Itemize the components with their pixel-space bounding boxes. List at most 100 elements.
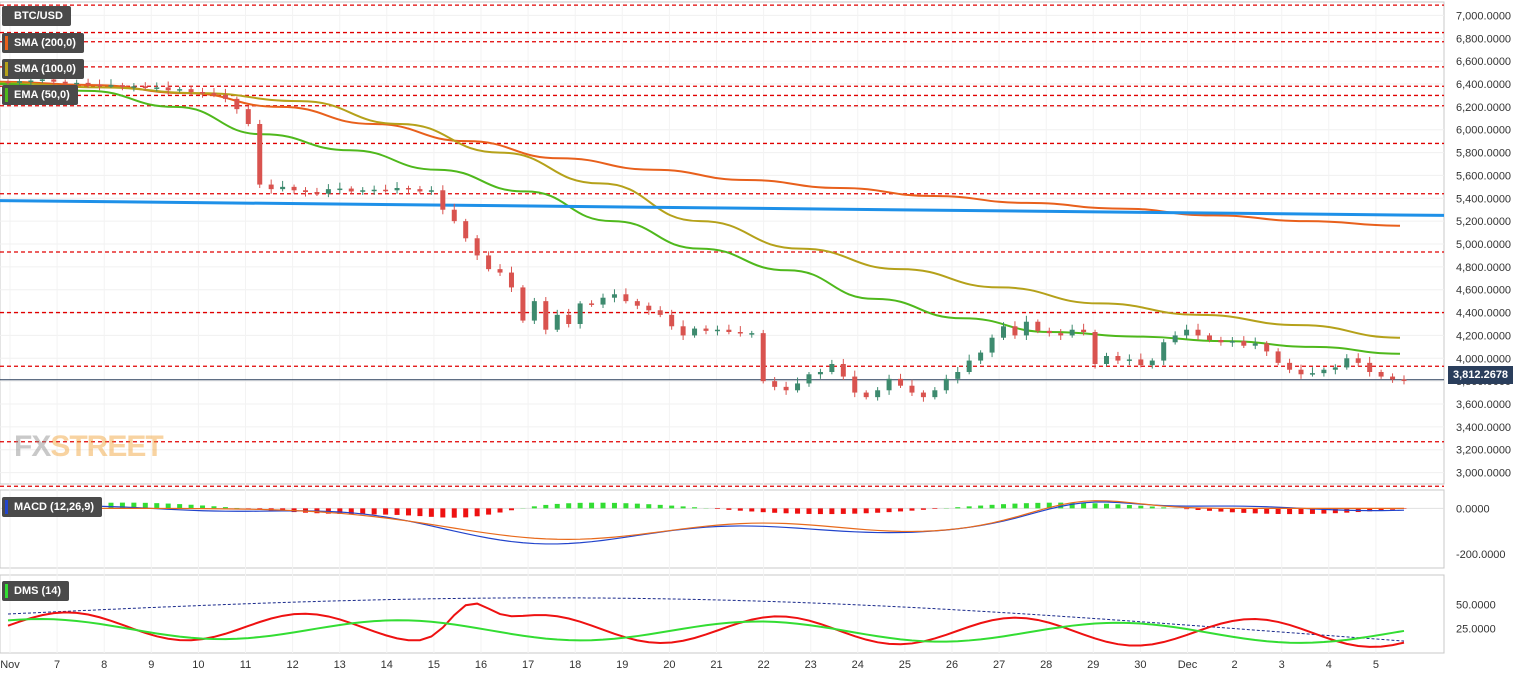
- candle-body: [383, 189, 389, 192]
- macd-histogram-bar: [1149, 506, 1155, 509]
- macd-histogram-bar: [1229, 508, 1235, 513]
- candle-body: [909, 385, 915, 393]
- x-tick-label: 3: [1279, 659, 1285, 671]
- x-tick-label: 28: [1040, 659, 1052, 671]
- macd-histogram-bar: [1023, 503, 1029, 509]
- price-tick-label: 3,400.0000: [1456, 422, 1511, 434]
- macd-histogram-bar: [1012, 503, 1018, 509]
- candle-body: [920, 392, 926, 398]
- x-tick-label: 26: [946, 659, 958, 671]
- x-tick-label: Dec: [1178, 659, 1198, 671]
- candle-body: [211, 93, 217, 95]
- candle-body: [1252, 343, 1258, 346]
- candle-body: [1287, 362, 1293, 370]
- candle-body: [875, 390, 881, 398]
- candle-body: [165, 87, 171, 91]
- macd-histogram-bar: [383, 508, 389, 515]
- macd-histogram-bar: [108, 502, 114, 509]
- macd-histogram-bar: [451, 508, 457, 518]
- candle-body: [486, 255, 492, 270]
- candle-body: [85, 82, 91, 85]
- macd-histogram-bar: [1275, 508, 1281, 514]
- price-tick-label: 3,000.0000: [1456, 468, 1511, 480]
- candle-body: [74, 82, 80, 85]
- macd-histogram-bar: [737, 508, 743, 511]
- macd-histogram-bar: [1321, 508, 1327, 514]
- candle-body: [257, 124, 263, 185]
- x-tick-label: 16: [475, 659, 487, 671]
- candle-body: [634, 301, 640, 306]
- candle-body: [1309, 373, 1315, 375]
- macd-histogram-bar: [714, 508, 720, 510]
- macd-histogram-bar: [806, 508, 812, 514]
- x-tick-label: 24: [852, 659, 864, 671]
- macd-histogram-bar: [783, 508, 789, 514]
- candles: [5, 73, 1407, 402]
- sma200-swatch: [5, 36, 8, 50]
- candle-body: [97, 84, 103, 87]
- macd-swatch: [5, 500, 8, 514]
- macd-histogram-bar: [1138, 505, 1144, 509]
- candle-body: [943, 378, 949, 391]
- macd-histogram-bar: [680, 506, 686, 509]
- ema50-tag[interactable]: EMA (50,0): [2, 85, 78, 105]
- macd-histogram-bar: [474, 508, 480, 517]
- candle-body: [463, 221, 469, 239]
- candle-body: [1103, 356, 1109, 364]
- candle-body: [51, 79, 57, 82]
- candle-body: [1401, 379, 1407, 381]
- sma200-label: SMA (200,0): [14, 37, 76, 49]
- macd-histogram-bar: [978, 505, 984, 509]
- grid: [0, 1, 1445, 654]
- candle-body: [325, 189, 331, 194]
- axes: 7,000.0000 6,800.0000 6,600.0000 6,400.0000…: [0, 10, 1511, 671]
- candle-body: [405, 188, 411, 190]
- x-tick-label: 22: [757, 659, 769, 671]
- macd-histogram-bar: [177, 504, 183, 509]
- macd-tag[interactable]: MACD (12,26,9): [2, 497, 103, 517]
- sma100-tag[interactable]: SMA (100,0): [2, 59, 84, 79]
- candle-body: [348, 188, 354, 192]
- candle-body: [1218, 340, 1224, 343]
- candle-body: [440, 190, 446, 210]
- macd-histogram-bar: [669, 505, 675, 509]
- macd-histogram-bar: [795, 508, 801, 514]
- macd-histogram-bar: [188, 504, 194, 509]
- sma200-tag[interactable]: SMA (200,0): [2, 33, 84, 53]
- macd-histogram-bar: [1069, 502, 1075, 509]
- candle-body: [714, 329, 720, 332]
- macd-tick-label: 0.0000: [1456, 503, 1490, 515]
- candle-body: [62, 81, 68, 84]
- symbol-tag[interactable]: BTC/USD: [2, 6, 71, 26]
- candle-body: [646, 305, 652, 311]
- macd-histogram-bar: [131, 502, 137, 509]
- x-tick-label: 4: [1326, 659, 1332, 671]
- macd-histogram-bar: [497, 508, 503, 513]
- macd-histogram-bar: [142, 502, 148, 509]
- macd-histogram-bar: [1115, 504, 1121, 509]
- macd-histogram-bar: [657, 504, 663, 509]
- candle-body: [589, 303, 595, 305]
- sma100-line: [0, 81, 1401, 339]
- macd-label: MACD (12,26,9): [14, 501, 95, 513]
- macd-histogram-bar: [508, 508, 514, 511]
- price-tick-label: 3,600.0000: [1456, 399, 1511, 411]
- sma100-swatch: [5, 62, 8, 76]
- price-tick-label: 5,200.0000: [1456, 216, 1511, 228]
- candle-body: [1115, 356, 1121, 361]
- trendline-line: [0, 199, 1445, 217]
- candle-body: [680, 326, 686, 336]
- macd-histogram-bar: [760, 508, 766, 513]
- dms-tag[interactable]: DMS (14): [2, 581, 70, 601]
- macd-histogram-bar: [920, 508, 926, 510]
- ema50-line: [0, 83, 1401, 355]
- macd-histogram-bar: [566, 503, 572, 509]
- candle-body: [1001, 326, 1007, 338]
- candle-body: [817, 372, 823, 375]
- macd-histogram-bar: [898, 508, 904, 512]
- candle-body: [989, 337, 995, 353]
- candle-body: [760, 333, 766, 382]
- macd-histogram-bar: [417, 508, 423, 517]
- candle-body: [1149, 360, 1155, 366]
